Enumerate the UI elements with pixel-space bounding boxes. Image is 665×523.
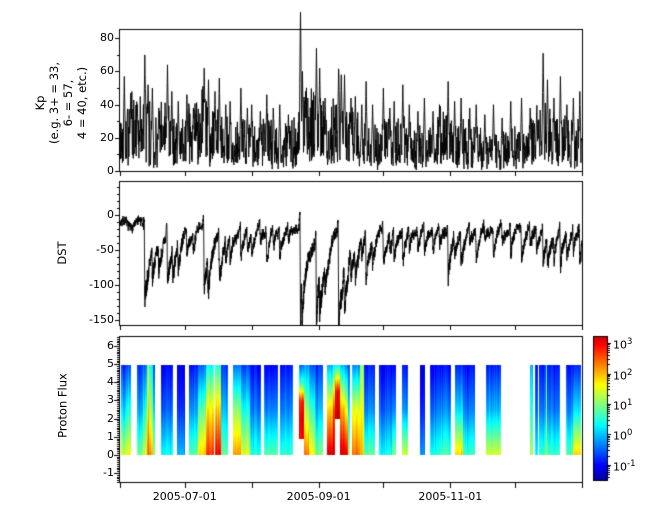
- dst-y-tick-label: 0: [107, 207, 114, 221]
- dst-y-tick-label: -150: [89, 313, 114, 327]
- kp-y-tick-label: 40: [100, 97, 114, 111]
- dst-axis-label: DST: [55, 241, 69, 265]
- x-date-tick-label: 2005-11-01: [418, 490, 483, 503]
- kp-y-tick-label: 0: [107, 164, 114, 177]
- kp-y-tick-label: 80: [100, 31, 114, 45]
- x-date-tick-label: 2005-09-01: [286, 490, 351, 503]
- colorbar-tick-label: 102: [613, 367, 633, 383]
- proton-flux-y-tick-label: 0: [107, 447, 114, 461]
- proton-flux-y-tick-label: 4: [107, 375, 114, 389]
- colorbar-tick-label: 10-1: [613, 458, 636, 474]
- dst-y-tick-label: -100: [89, 278, 114, 292]
- x-date-tick-label: 2005-07-01: [152, 490, 217, 503]
- colorbar-tick-label: 100: [613, 428, 633, 444]
- proton-flux-axis-label: Proton Flux: [55, 373, 70, 438]
- kp-axis-label: Kp (e.g. 3+ = 33, 6- = 57, 4 = 40, etc.): [33, 61, 89, 145]
- proton-flux-y-tick-label: 6: [107, 339, 114, 353]
- proton-flux-y-tick-label: 5: [107, 357, 114, 371]
- proton-flux-y-tick-label: 3: [107, 393, 114, 407]
- proton-flux-y-tick-label: -1: [103, 465, 114, 479]
- colorbar-tick-label: 103: [613, 337, 633, 352]
- kp-y-tick-label: 60: [100, 64, 114, 78]
- colorbar-tick-label: 101: [613, 397, 633, 413]
- dst-y-tick-label: -50: [96, 242, 114, 256]
- kp-y-tick-label: 20: [100, 130, 114, 144]
- proton-flux-y-tick-label: 1: [107, 429, 114, 443]
- proton-flux-y-tick-label: 2: [107, 411, 114, 425]
